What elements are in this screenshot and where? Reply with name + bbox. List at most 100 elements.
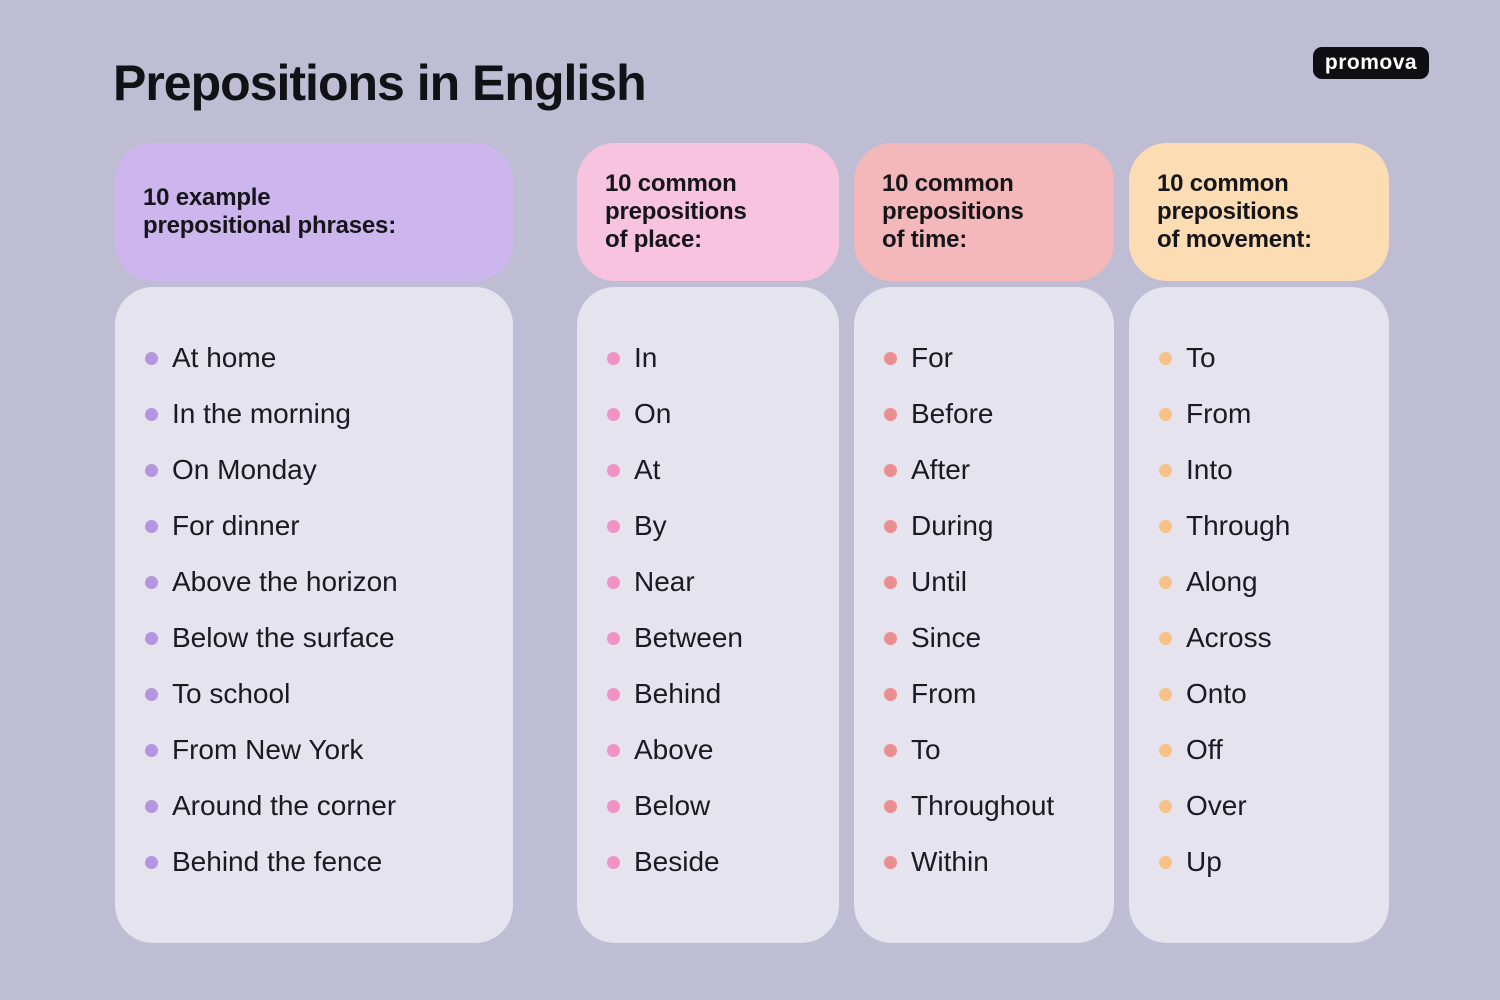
list-item: In the morning — [145, 386, 499, 442]
list-item: Behind the fence — [145, 834, 499, 890]
list-item-label: Throughout — [911, 790, 1055, 821]
list-item-label: From — [1186, 398, 1252, 429]
list-item: For — [884, 330, 1100, 386]
bullet-dot-icon — [1159, 519, 1172, 533]
list-item-label: From — [911, 678, 977, 709]
column-body: In On At By Near Between Behind Above Below Besid… — [577, 287, 839, 943]
list-item-label: Within — [911, 846, 989, 877]
column-header: 10 example prepositional phrases: — [115, 143, 513, 281]
list-item: To — [1159, 330, 1375, 386]
item-list: At home In the morning On Monday For dinner… — [145, 330, 499, 890]
bullet-dot-icon — [1159, 575, 1172, 589]
bullet-dot-icon — [145, 743, 158, 757]
column-header-line: of time: — [882, 226, 968, 253]
item-list: For Before After During Until Since From To Thro… — [884, 330, 1100, 890]
list-item: Near — [607, 554, 825, 610]
list-item: By — [607, 498, 825, 554]
list-item-label: Before — [911, 398, 994, 429]
list-item-label: In the morning — [172, 398, 351, 429]
list-item-label: Behind — [634, 678, 722, 709]
list-item-label: Over — [1186, 790, 1247, 821]
list-item-label: In — [634, 342, 658, 373]
list-item-label: Across — [1186, 622, 1272, 653]
list-item: Until — [884, 554, 1100, 610]
bullet-dot-icon — [1159, 407, 1172, 421]
bullet-dot-icon — [145, 687, 158, 701]
list-item: Up — [1159, 834, 1375, 890]
list-item-label: Beside — [634, 846, 720, 877]
bullet-dot-icon — [884, 631, 897, 645]
column-header-line: prepositions — [1157, 198, 1299, 225]
column-prepositions-of-place: 10 common prepositions of place: In On At By N… — [577, 143, 839, 943]
column-example-prepositional-phrases: 10 example prepositional phrases: At home… — [115, 143, 513, 943]
list-item-label: During — [911, 510, 994, 541]
promova-logo-text: promova — [1324, 51, 1418, 74]
bullet-dot-icon — [1159, 463, 1172, 477]
list-item-label: Below the surface — [172, 622, 395, 653]
list-item: From — [1159, 386, 1375, 442]
bullet-dot-icon — [884, 855, 897, 869]
list-item: After — [884, 442, 1100, 498]
bullet-dot-icon — [145, 407, 158, 421]
bullet-dot-icon — [607, 519, 620, 533]
bullet-dot-icon — [1159, 855, 1172, 869]
list-item: Over — [1159, 778, 1375, 834]
bullet-dot-icon — [1159, 687, 1172, 701]
bullet-dot-icon — [607, 351, 620, 365]
column-header-line: 10 common — [882, 170, 1014, 197]
list-item-label: Below — [634, 790, 711, 821]
item-list: In On At By Near Between Behind Above Below Besid… — [607, 330, 825, 890]
bullet-dot-icon — [1159, 799, 1172, 813]
column-header-line: of place: — [605, 226, 702, 253]
list-item-label: Along — [1186, 566, 1258, 597]
column-prepositions-of-time: 10 common prepositions of time: For Before A… — [854, 143, 1114, 943]
list-item: On — [607, 386, 825, 442]
bullet-dot-icon — [145, 351, 158, 365]
bullet-dot-icon — [607, 799, 620, 813]
list-item-label: Through — [1186, 510, 1291, 541]
column-body: For Before After During Until Since From To Thro… — [854, 287, 1114, 943]
list-item: At home — [145, 330, 499, 386]
list-item: Below the surface — [145, 610, 499, 666]
bullet-dot-icon — [145, 575, 158, 589]
list-item: Through — [1159, 498, 1375, 554]
list-item-label: Up — [1186, 846, 1222, 877]
list-item: Above — [607, 722, 825, 778]
bullet-dot-icon — [884, 575, 897, 589]
list-item: Around the corner — [145, 778, 499, 834]
column-header-line: prepositions — [882, 198, 1024, 225]
bullet-dot-icon — [145, 855, 158, 869]
list-item: For dinner — [145, 498, 499, 554]
bullet-dot-icon — [145, 631, 158, 645]
list-item-label: Above the horizon — [172, 566, 398, 597]
page-title: Prepositions in English — [113, 55, 647, 111]
list-item: During — [884, 498, 1100, 554]
bullet-dot-icon — [607, 631, 620, 645]
list-item: To — [884, 722, 1100, 778]
list-item-label: By — [634, 510, 667, 541]
column-body: At home In the morning On Monday For dinner… — [115, 287, 513, 943]
bullet-dot-icon — [884, 407, 897, 421]
bullet-dot-icon — [145, 799, 158, 813]
promova-logo: promova — [1313, 47, 1429, 79]
bullet-dot-icon — [884, 519, 897, 533]
list-item-label: Onto — [1186, 678, 1247, 709]
bullet-dot-icon — [607, 463, 620, 477]
list-item: Throughout — [884, 778, 1100, 834]
list-item-label: To school — [172, 678, 291, 709]
column-prepositions-of-movement: 10 common prepositions of movement: To From… — [1129, 143, 1389, 943]
list-item-label: After — [911, 454, 971, 485]
list-item-label: To — [1186, 342, 1216, 373]
list-item-label: Above — [634, 734, 714, 765]
column-header: 10 common prepositions of place: — [577, 143, 839, 281]
bullet-dot-icon — [884, 743, 897, 757]
list-item: Since — [884, 610, 1100, 666]
bullet-dot-icon — [607, 743, 620, 757]
list-item-label: On Monday — [172, 454, 317, 485]
list-item: Off — [1159, 722, 1375, 778]
list-item: From — [884, 666, 1100, 722]
list-item: On Monday — [145, 442, 499, 498]
list-item: Between — [607, 610, 825, 666]
list-item-label: Between — [634, 622, 743, 653]
